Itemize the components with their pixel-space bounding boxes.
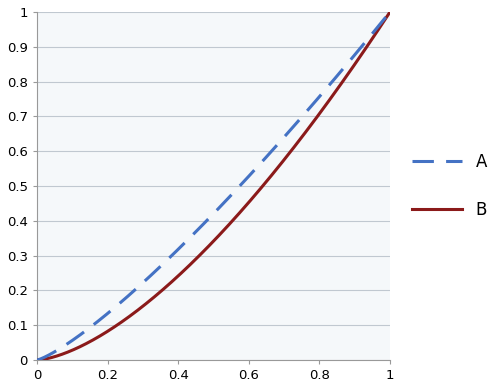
B: [276, 163, 282, 168]
Line: B: B: [37, 12, 390, 360]
A: [310, 103, 316, 107]
B: [70, 347, 76, 352]
A: [190, 233, 196, 237]
B: [387, 10, 393, 14]
B: [34, 358, 40, 363]
A: [70, 338, 76, 342]
B: [176, 272, 182, 277]
A: [276, 140, 282, 145]
A: [387, 10, 393, 14]
A: [34, 358, 40, 363]
B: [316, 112, 322, 117]
B: [190, 260, 196, 265]
Legend: A, B: A, B: [406, 146, 494, 226]
B: [310, 121, 316, 126]
Line: A: A: [37, 12, 390, 360]
A: [316, 95, 322, 100]
A: [176, 245, 182, 250]
